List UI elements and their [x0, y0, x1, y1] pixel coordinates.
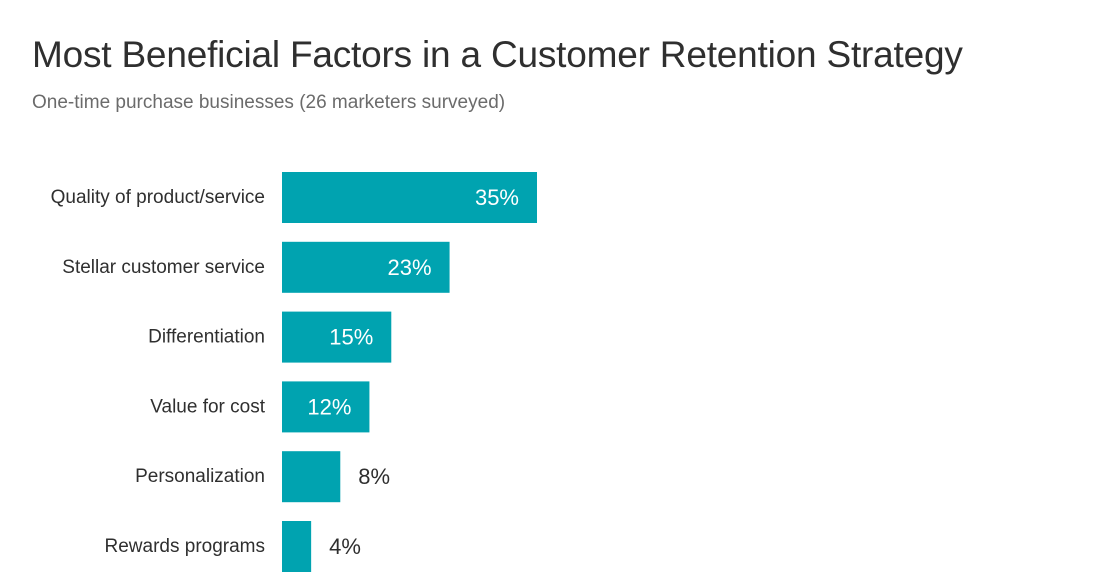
bar-5: [282, 521, 312, 572]
chart-title: Most Beneficial Factors in a Customer Re…: [32, 34, 963, 75]
category-label-0: Quality of product/service: [51, 187, 265, 208]
value-label-5: 4%: [329, 534, 361, 559]
category-label-4: Personalization: [135, 466, 265, 487]
value-label-3: 12%: [307, 394, 351, 419]
category-label-1: Stellar customer service: [62, 257, 265, 278]
bar-4: [282, 451, 341, 503]
category-label-5: Rewards programs: [105, 536, 266, 557]
value-label-1: 23%: [388, 255, 432, 280]
category-label-2: Differentiation: [148, 327, 265, 348]
value-label-2: 15%: [329, 325, 373, 350]
bar-1: [282, 241, 450, 293]
bar-3: [282, 381, 370, 433]
bar-0: [282, 172, 537, 223]
category-label-3: Value for cost: [150, 396, 265, 417]
value-label-4: 8%: [358, 464, 390, 489]
chart-subtitle: One-time purchase businesses (26 markete…: [32, 92, 506, 113]
value-label-0: 35%: [475, 185, 519, 210]
bar-2: [282, 311, 392, 363]
